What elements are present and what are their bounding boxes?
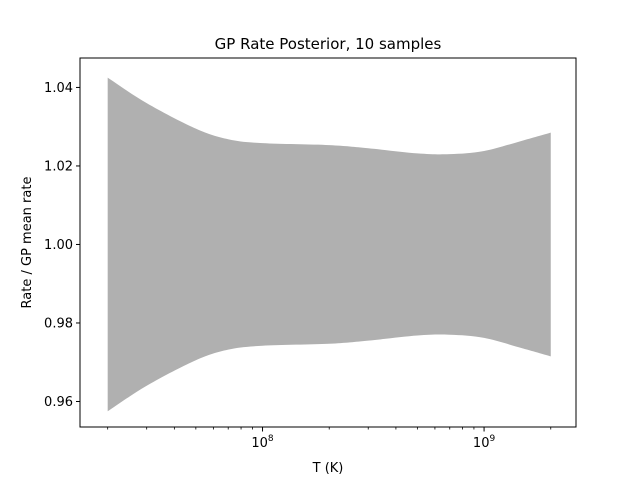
y-axis-label: Rate / GP mean rate — [20, 177, 35, 309]
y-tick-label: 0.98 — [44, 316, 73, 331]
x-tick-label: 108 — [251, 434, 274, 451]
y-tick-label: 1.02 — [44, 159, 73, 174]
confidence-band-0 — [107, 77, 551, 412]
plot-frame — [79, 57, 577, 428]
y-tick-label: 1.00 — [44, 238, 73, 253]
y-tick-label: 1.04 — [44, 81, 73, 96]
x-axis-label: T (K) — [312, 461, 344, 476]
chart-title: GP Rate Posterior, 10 samples — [215, 35, 442, 53]
plot-layer — [107, 77, 551, 412]
x-tick-label: 109 — [473, 434, 496, 451]
y-tick-label: 0.96 — [44, 395, 73, 410]
tick-layer: 0.96 0.98 1.00 1.02 1.04 108 109 — [44, 81, 552, 451]
